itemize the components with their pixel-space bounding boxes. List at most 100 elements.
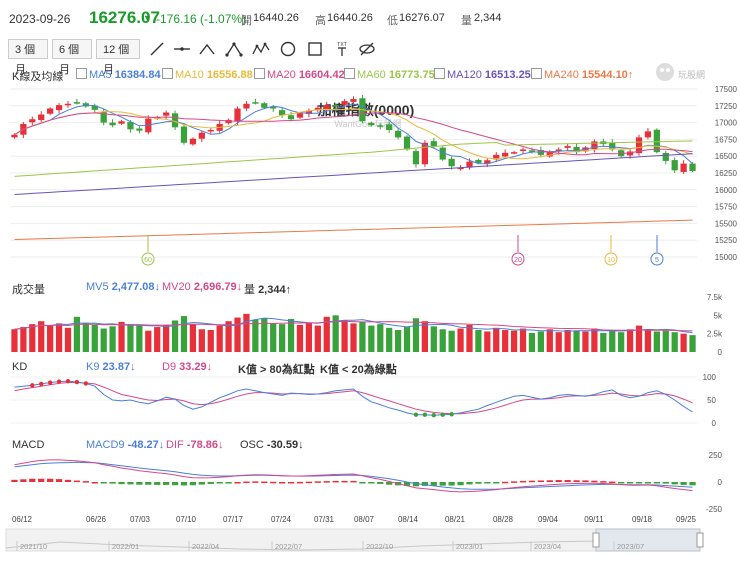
ma-marker-label: 5 bbox=[655, 257, 659, 264]
osc-bar bbox=[457, 482, 464, 486]
osc-bar bbox=[234, 482, 241, 484]
date-tick-label: 07/31 bbox=[314, 515, 335, 524]
osc-bar bbox=[11, 479, 18, 482]
osc-bar bbox=[189, 482, 197, 486]
candle-body bbox=[350, 99, 357, 102]
date-tick-label: 07/03 bbox=[130, 515, 151, 524]
volume-bar bbox=[653, 331, 660, 352]
price-tick-label: 16250 bbox=[715, 169, 738, 178]
hide-drawings-icon[interactable] bbox=[358, 40, 376, 58]
navigator-selection bbox=[595, 528, 701, 552]
triangle-tool-icon[interactable] bbox=[225, 40, 243, 58]
volume-bar bbox=[136, 325, 143, 352]
volume-bar bbox=[644, 330, 652, 352]
candle-body bbox=[519, 149, 527, 151]
candle-body bbox=[109, 122, 116, 126]
volume-bar bbox=[180, 316, 188, 352]
osc-bar bbox=[555, 480, 562, 482]
macd-legend: MACD MACD9 -48.27↓ DIF -78.86↓ OSC -30.5… bbox=[0, 437, 740, 453]
ma240-legend-item[interactable]: MA240 15544.10↑ bbox=[531, 68, 633, 81]
k-oversold-dot bbox=[413, 412, 419, 417]
osc-bar bbox=[644, 482, 652, 484]
volume-bar bbox=[100, 328, 107, 352]
volume-bar bbox=[475, 330, 482, 352]
volume-bar bbox=[55, 323, 63, 352]
date-tick-label: 07/24 bbox=[271, 515, 292, 524]
k-oversold-dot bbox=[431, 412, 436, 418]
osc-bar bbox=[145, 482, 152, 485]
price-tick-label: 16000 bbox=[715, 186, 738, 195]
navigator-handle-right bbox=[696, 532, 704, 548]
osc-bar bbox=[386, 482, 393, 485]
osc-bar bbox=[466, 482, 473, 485]
osc-bar bbox=[270, 481, 277, 484]
k-oversold-dot bbox=[422, 412, 428, 417]
osc-bar bbox=[216, 482, 223, 484]
osc-bar bbox=[136, 482, 143, 485]
rectangle-tool-icon[interactable] bbox=[306, 40, 324, 58]
macd9-line bbox=[14, 461, 693, 490]
ma20-legend-item[interactable]: MA20 16604.42↓ bbox=[254, 68, 350, 81]
osc-bar bbox=[332, 480, 339, 483]
osc-bar bbox=[350, 480, 357, 483]
volume-bar bbox=[29, 324, 36, 352]
circle-tool-icon[interactable] bbox=[279, 40, 297, 58]
candle-body bbox=[448, 158, 455, 167]
volume-bar bbox=[394, 330, 402, 352]
ma60-checkbox[interactable] bbox=[344, 68, 355, 79]
navigator-date-label: 2023/07 bbox=[617, 542, 644, 551]
ma10-checkbox[interactable] bbox=[162, 68, 173, 79]
candle-body bbox=[582, 147, 589, 152]
range-12m-button[interactable]: 12 個月 bbox=[96, 39, 140, 76]
volume-bar bbox=[171, 320, 179, 352]
ma20-checkbox[interactable] bbox=[254, 68, 265, 79]
d9-line bbox=[14, 382, 693, 415]
osc-bar bbox=[91, 482, 98, 484]
ma60-legend-item[interactable]: MA60 16773.75↓ bbox=[344, 68, 440, 81]
navigator-handle-left bbox=[592, 532, 600, 548]
angle-tool-icon[interactable] bbox=[198, 40, 216, 58]
volume-bar bbox=[296, 324, 304, 352]
low-label: 低 bbox=[387, 15, 398, 27]
navigator-date-label: 2023/04 bbox=[534, 542, 561, 551]
ma120-checkbox[interactable] bbox=[434, 68, 445, 79]
wave-tool-icon[interactable] bbox=[252, 40, 270, 58]
osc-bar bbox=[377, 482, 384, 484]
dif-line bbox=[14, 459, 693, 493]
volume-bar bbox=[341, 320, 348, 352]
range-3m-button[interactable]: 3 個月 bbox=[8, 39, 48, 76]
ma5-legend-item[interactable]: MA5 16384.84↓ bbox=[76, 68, 166, 81]
volume-bar bbox=[145, 330, 152, 352]
text-tool-icon[interactable]: TXT bbox=[333, 40, 351, 58]
osc-bar bbox=[314, 481, 321, 483]
osc-bar bbox=[323, 481, 330, 483]
volume-bar bbox=[421, 321, 428, 352]
quote-header: 2023-09-26 16276.07 ▼ -176.16 (-1.07%) 開… bbox=[0, 0, 740, 36]
navigator-track bbox=[5, 528, 701, 552]
ma5-checkbox[interactable] bbox=[76, 68, 87, 79]
volume-bar bbox=[546, 329, 553, 352]
osc-bar bbox=[591, 480, 598, 483]
volume-bar bbox=[457, 328, 464, 352]
volume-bar bbox=[287, 319, 295, 352]
candle-body bbox=[189, 138, 197, 145]
ma5-legend-value: 16384.84↓ bbox=[114, 69, 167, 81]
candle-body bbox=[421, 142, 428, 165]
horizontal-line-icon[interactable] bbox=[173, 40, 191, 58]
k-overbought-dot bbox=[56, 379, 62, 384]
osc-bar bbox=[475, 482, 482, 484]
volume-tick-label: 5k bbox=[714, 311, 723, 320]
ma120-legend-item[interactable]: MA120 16513.25↑ bbox=[434, 68, 536, 81]
ma20-line bbox=[14, 112, 693, 156]
line-tool-icon[interactable] bbox=[148, 40, 166, 58]
candle-body bbox=[510, 152, 518, 154]
volume-bar bbox=[466, 324, 473, 352]
candle-body bbox=[671, 160, 678, 171]
ma10-legend-item[interactable]: MA10 16556.88↓ bbox=[162, 68, 258, 81]
volume-bar bbox=[528, 332, 536, 352]
range-6m-button[interactable]: 6 個月 bbox=[52, 39, 92, 76]
osc-bar bbox=[600, 481, 607, 483]
date-tick-label: 07/10 bbox=[176, 515, 197, 524]
ma240-checkbox[interactable] bbox=[531, 68, 542, 79]
ma60-legend-name: MA60 bbox=[357, 69, 386, 81]
